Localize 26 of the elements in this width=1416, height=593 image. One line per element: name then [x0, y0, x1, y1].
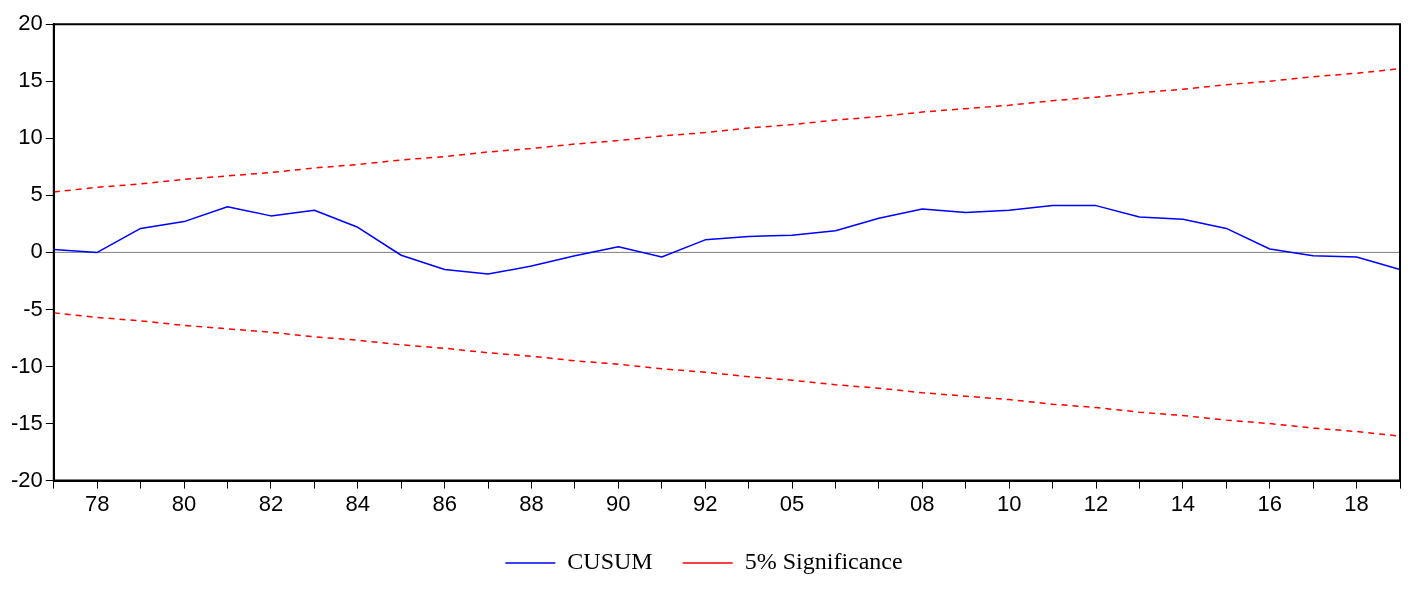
x-tick-label: 92	[692, 490, 718, 516]
y-tick-label: -15	[11, 409, 43, 435]
y-tick-label: 20	[18, 10, 43, 36]
y-tick-label: -20	[11, 466, 43, 492]
x-tick-label: 90	[606, 490, 631, 516]
x-tick-label: 86	[432, 490, 457, 516]
y-tick-label: -10	[11, 352, 43, 378]
y-tick-label: 10	[18, 124, 43, 150]
x-tick-label: 05	[779, 490, 805, 516]
x-tick-label: 12	[1083, 490, 1109, 516]
x-tick-label: 88	[519, 490, 544, 516]
y-tick-label: 5	[30, 181, 43, 207]
y-tick-label: 15	[18, 67, 43, 93]
x-tick-label: 82	[258, 490, 284, 516]
x-tick-label: 08	[910, 490, 935, 516]
x-tick-label: 18	[1344, 490, 1369, 516]
x-tick-label: 84	[345, 490, 371, 516]
legend-label: CUSUM	[567, 548, 653, 575]
x-tick-label: 10	[996, 490, 1022, 516]
y-tick-label: -5	[23, 295, 43, 321]
legend-label: 5% Significance	[744, 548, 903, 575]
x-tick-label: 16	[1257, 490, 1282, 516]
y-tick-label: 0	[30, 238, 43, 264]
x-tick-label: 14	[1170, 490, 1196, 516]
x-tick-label: 78	[84, 490, 110, 516]
x-tick-label: 80	[171, 490, 197, 516]
